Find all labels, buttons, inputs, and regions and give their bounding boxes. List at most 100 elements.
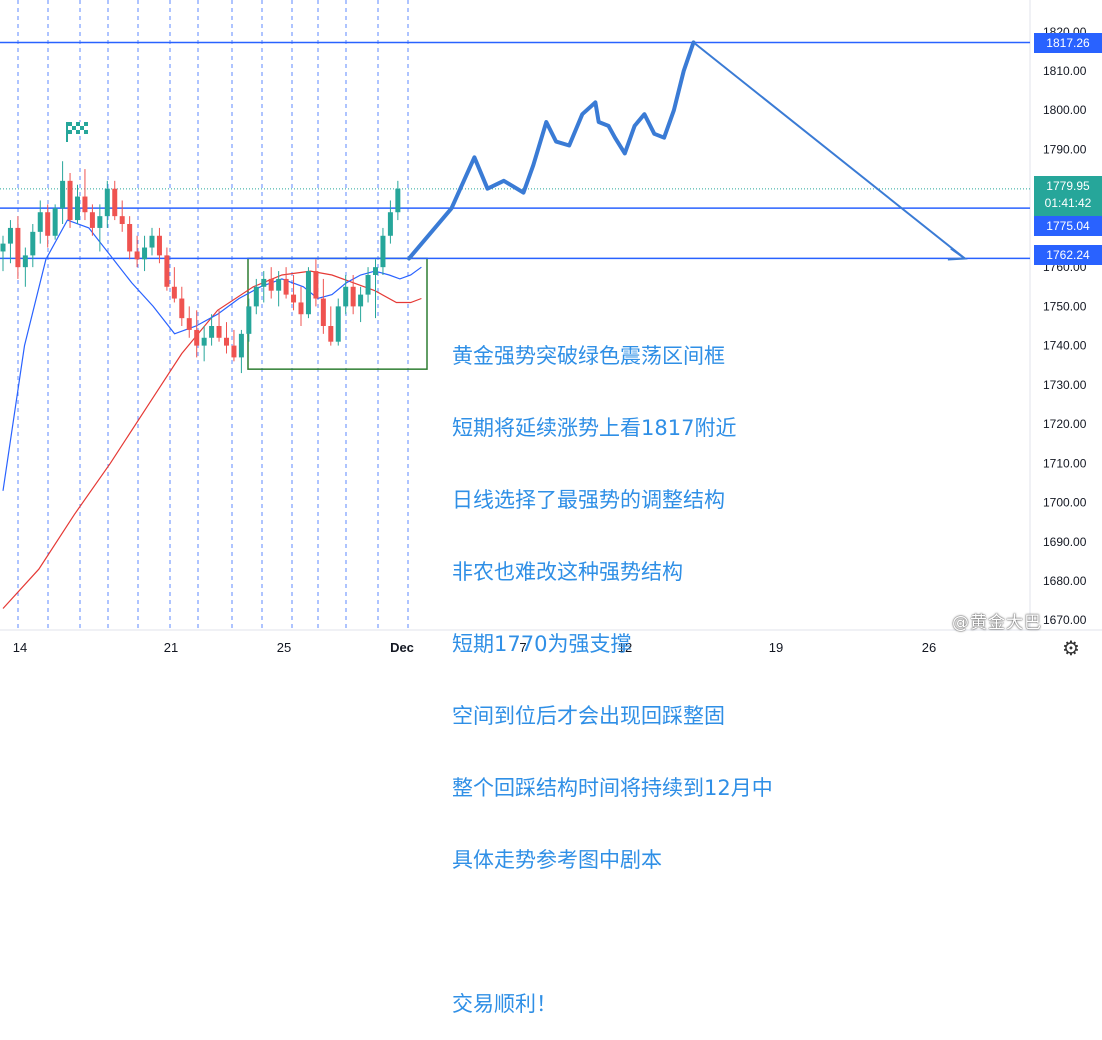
candle-body [238,333,244,358]
tag-last-price: 1779.95 01:41:42 [1034,176,1102,216]
candle-body [30,231,36,256]
annotation-line: 短期1770为强支撑 [452,632,632,656]
flag-square [72,130,76,134]
flag-square [80,126,84,130]
candle-body [75,196,80,221]
countdown: 01:41:42 [1044,196,1092,210]
candle-body [373,267,378,275]
candle-body [142,247,148,260]
annotation-line: 空间到位后才会出现回踩整固 [452,704,725,728]
flag-square [84,130,88,134]
candle-body [156,235,162,256]
candle-body [22,255,28,268]
candle-body [7,227,13,244]
candle-body [343,286,349,307]
flag-square [84,122,88,126]
analysis-annotation: 黄金强势突破绿色震荡区间框 短期将延续涨势上看1817附近 日线选择了最强势的调… [452,296,773,1040]
tag-1817: 1817.26 [1034,33,1102,53]
candle-body [97,216,103,228]
x-tick-label: 21 [164,640,178,655]
candle-body [276,278,282,291]
candle-body [313,271,319,299]
candle-body [395,188,401,213]
candle-body [45,212,51,236]
candle-body [201,337,207,346]
y-tick-label: 1680.00 [1043,574,1087,588]
x-tick-label: 26 [922,640,936,655]
flag-icon [66,122,88,142]
annotation-line: 短期将延续涨势上看1817附近 [452,416,737,440]
y-tick-label: 1810.00 [1043,64,1087,78]
annotation-line: 交易顺利！ [452,992,557,1016]
candle-body [246,306,252,334]
settings-gear-icon[interactable]: ⚙ [1062,638,1080,660]
last-price-value: 1779.95 [1046,179,1090,193]
flag-square [76,126,80,130]
y-tick-label: 1740.00 [1043,339,1087,353]
candle-body [134,251,140,260]
y-tick-label: 1670.00 [1043,613,1087,627]
candle-body [216,326,222,338]
forecast-down-arrow [692,41,966,260]
annotation-line: 日线选择了最强势的调整结构 [452,488,725,512]
flag-square [72,122,76,126]
candle-body [179,298,185,319]
tag-1762: 1762.24 [1034,245,1102,265]
arrow-head-icon [947,247,968,261]
candle-body [82,196,88,213]
y-tick-label: 1800.00 [1043,103,1087,117]
ma-fast-line [2,219,422,491]
watermark: @黄金大巴 [952,613,1042,633]
x-tick-label: 19 [769,640,783,655]
candle-body [305,271,311,315]
candle-body [335,306,341,342]
candle-body [358,294,364,307]
candle-body [328,326,334,342]
candle-body [320,298,326,326]
x-tick-label: 14 [13,640,27,655]
tag-1775: 1775.04 [1034,216,1102,236]
y-tick-label: 1790.00 [1043,142,1087,156]
candle-body [194,329,200,346]
candle-body [149,235,155,248]
candle-body [291,294,297,303]
flag-square [68,122,72,126]
x-tick-label: 7 [519,640,526,655]
candle-body [224,337,229,346]
candle-body [365,275,371,295]
annotation-line: 黄金强势突破绿色震荡区间框 [452,344,725,368]
candle-body [52,208,58,236]
candle-body [37,212,43,232]
candle-body [104,188,110,217]
candle-body [298,302,304,315]
y-tick-label: 1730.00 [1043,378,1087,392]
x-tick-label: 25 [277,640,291,655]
candle-body [253,286,259,307]
candle-body [209,326,215,338]
candle-body [89,212,95,228]
y-tick-label: 1710.00 [1043,456,1087,470]
forecast-path [407,40,696,261]
candle-body [67,180,73,221]
candle-body [164,255,170,287]
annotation-line: 非农也难改这种强势结构 [452,560,683,584]
candle-body [268,278,274,291]
candle-body [119,216,125,224]
flag-square [84,126,88,130]
candle-body [171,286,177,299]
flag-square [76,122,80,126]
flag-square [80,122,84,126]
candle-body [283,278,289,295]
candle-body [261,278,267,287]
annotation-spacer [452,920,773,944]
y-tick-label: 1720.00 [1043,417,1087,431]
flag-square [80,130,84,134]
y-tick-label: 1690.00 [1043,535,1087,549]
candle-body [15,227,21,268]
annotation-line: 具体走势参考图中剧本 [452,848,662,872]
y-tick-label: 1750.00 [1043,299,1087,313]
flag-square [72,126,76,130]
flag-square [68,126,72,130]
candle-body [350,286,356,307]
flag-pole [66,122,68,142]
